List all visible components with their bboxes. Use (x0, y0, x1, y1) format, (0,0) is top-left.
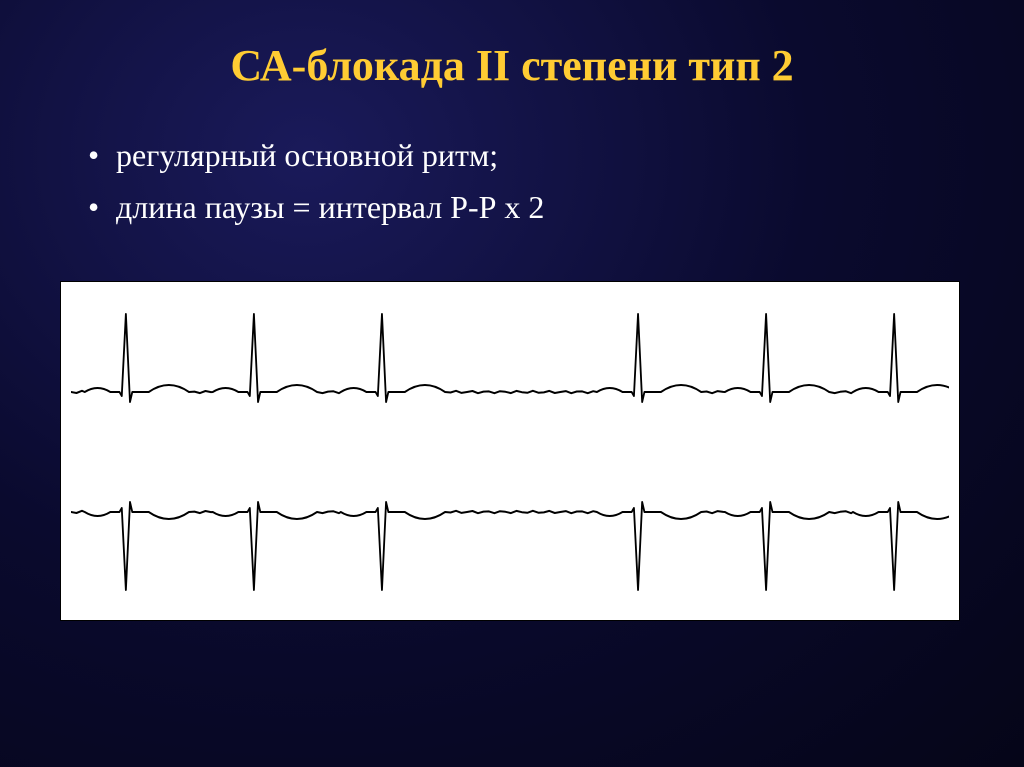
bullet-item: длина паузы = интервал Р-Р х 2 (80, 183, 964, 231)
slide-title: СА-блокада II степени тип 2 (60, 40, 964, 91)
bullet-list: регулярный основной ритм; длина паузы = … (80, 131, 964, 231)
ecg-strip-lead1 (71, 302, 949, 442)
bullet-item: регулярный основной ритм; (80, 131, 964, 179)
ecg-panel (60, 281, 960, 621)
ecg-strip-lead2 (71, 462, 949, 602)
